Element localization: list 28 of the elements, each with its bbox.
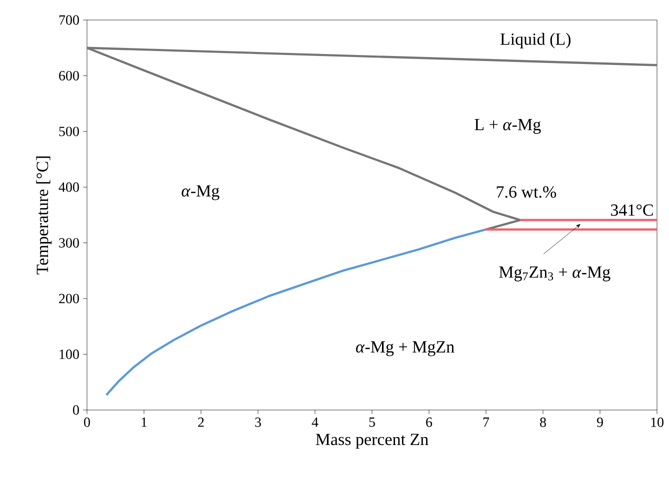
annotation: L + α-Mg bbox=[474, 119, 541, 134]
x-tick-label: 3 bbox=[255, 418, 261, 427]
y-tick-label: 100 bbox=[60, 350, 79, 360]
y-tick-label: 500 bbox=[59, 126, 79, 136]
x-tick-label: 4 bbox=[312, 418, 318, 427]
x-tick-label: 9 bbox=[596, 418, 603, 427]
x-tick-label: 10 bbox=[651, 418, 664, 427]
y-axis-title: Temperature [°C] bbox=[36, 156, 52, 274]
x-tick-label: 1 bbox=[142, 418, 147, 427]
y-tick-label: 0 bbox=[73, 405, 79, 415]
y-tick-label: 400 bbox=[58, 182, 79, 192]
x-tick-label: 2 bbox=[198, 418, 204, 427]
y-tick-label: 300 bbox=[59, 238, 79, 248]
x-axis-title: Mass percent Zn bbox=[316, 434, 428, 449]
annotation: Liquid (L) bbox=[500, 32, 570, 48]
x-tick-label: 8 bbox=[540, 418, 546, 427]
x-tick-label: 7 bbox=[483, 418, 490, 427]
annotation: α-Mg + MgZn bbox=[356, 341, 454, 356]
y-tick-label: 200 bbox=[59, 294, 79, 304]
y-tick-label: 600 bbox=[59, 70, 79, 80]
x-tick-label: 0 bbox=[84, 418, 90, 427]
annotation: α-Mg bbox=[182, 185, 220, 200]
annotation: Mg$_{7}$Zn$_{3}$ + α-Mg bbox=[499, 266, 610, 282]
annotation: 341°C bbox=[610, 204, 653, 216]
x-tick-label: 6 bbox=[426, 418, 432, 427]
annotation: 7.6 wt.% bbox=[496, 186, 556, 198]
x-tick-label: 5 bbox=[369, 418, 375, 427]
y-tick-label: 700 bbox=[59, 15, 79, 25]
